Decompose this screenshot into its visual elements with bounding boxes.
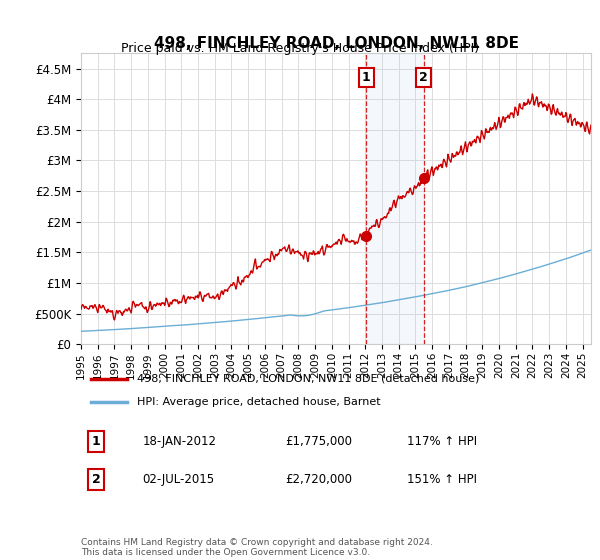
Text: 2: 2 (92, 473, 101, 486)
Text: 2: 2 (419, 71, 428, 84)
Text: £2,720,000: £2,720,000 (285, 473, 352, 486)
Bar (366, 53, 424, 344)
Text: 18-JAN-2012: 18-JAN-2012 (142, 435, 216, 448)
Text: 02-JUL-2015: 02-JUL-2015 (142, 473, 214, 486)
Text: HPI: Average price, detached house, Barnet: HPI: Average price, detached house, Barn… (137, 397, 381, 407)
Text: 117% ↑ HPI: 117% ↑ HPI (407, 435, 478, 448)
Text: 151% ↑ HPI: 151% ↑ HPI (407, 473, 478, 486)
Text: 1: 1 (362, 71, 370, 84)
Text: Price paid vs. HM Land Registry's House Price Index (HPI): Price paid vs. HM Land Registry's House … (121, 42, 479, 55)
Text: 1: 1 (92, 435, 101, 448)
Text: 498, FINCHLEY ROAD, LONDON, NW11 8DE (detached house): 498, FINCHLEY ROAD, LONDON, NW11 8DE (de… (137, 374, 479, 384)
Text: £1,775,000: £1,775,000 (285, 435, 352, 448)
Title: 498, FINCHLEY ROAD, LONDON, NW11 8DE: 498, FINCHLEY ROAD, LONDON, NW11 8DE (154, 36, 518, 50)
Text: Contains HM Land Registry data © Crown copyright and database right 2024.
This d: Contains HM Land Registry data © Crown c… (81, 538, 433, 557)
